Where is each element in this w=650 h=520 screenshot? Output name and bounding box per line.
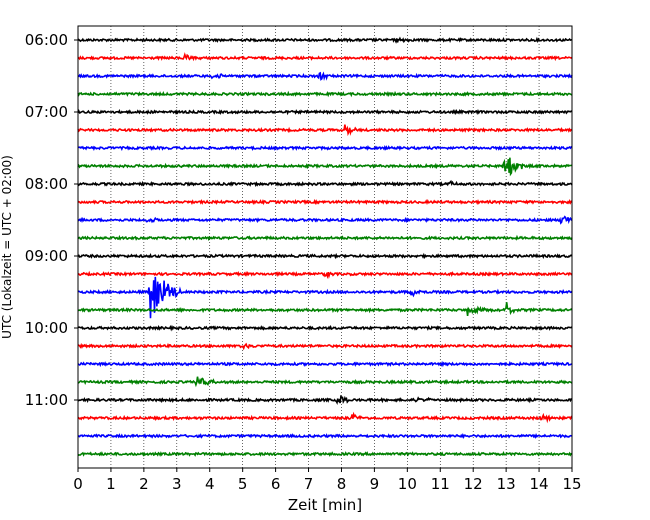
- trace-0630: [77, 71, 573, 81]
- y-tick-label: 06:00: [25, 31, 68, 49]
- trace-0945: [77, 302, 573, 317]
- trace-0815: [77, 198, 573, 206]
- x-tick-label: 8: [337, 475, 347, 493]
- y-tick-label: 09:00: [25, 247, 68, 265]
- y-axis-ticks: 06:00 07:00 08:00 09:00 10:00 11:00: [25, 31, 78, 409]
- trace-0930: [77, 276, 573, 319]
- trace-1100: [77, 394, 573, 406]
- x-tick-label: 11: [431, 475, 450, 493]
- y-tick-label: 10:00: [25, 319, 68, 337]
- trace-0745: [77, 157, 573, 177]
- trace-1115: [77, 411, 573, 424]
- x-tick-label: 7: [304, 475, 314, 493]
- trace-1015: [77, 342, 573, 351]
- x-tick-label: 0: [73, 475, 83, 493]
- x-tick-label: 3: [172, 475, 182, 493]
- trace-0615: [77, 52, 573, 62]
- trace-0700: [77, 108, 573, 116]
- trace-1030: [77, 360, 573, 368]
- trace-1045: [77, 376, 573, 388]
- plot-frame: [77, 25, 573, 469]
- y-tick-label: 08:00: [25, 175, 68, 193]
- trace-0645: [77, 90, 573, 98]
- x-tick-label: 6: [271, 475, 281, 493]
- x-tick-label: 12: [464, 475, 483, 493]
- trace-1000: [77, 324, 573, 332]
- x-tick-label: 14: [530, 475, 549, 493]
- y-tick-label: 07:00: [25, 103, 68, 121]
- y-axis-label: UTC (Lokalzeit = UTC + 02:00): [0, 155, 14, 339]
- x-tick-label: 9: [370, 475, 380, 493]
- x-tick-label: 1: [106, 475, 116, 493]
- vertical-grid: [110, 26, 540, 468]
- trace-0900: [78, 252, 573, 260]
- trace-0600: [77, 36, 573, 44]
- trace-1145: [77, 450, 573, 457]
- trace-0730: [77, 144, 573, 152]
- trace-0830: [77, 215, 573, 225]
- trace-0715: [77, 124, 573, 137]
- x-axis-ticks: 0 1 2 3 4 5 6 7 8 9 10 11 12 13 14 15: [73, 468, 582, 493]
- trace-0845: [77, 234, 573, 242]
- x-axis-label: Zeit [min]: [288, 496, 362, 514]
- x-tick-label: 5: [238, 475, 248, 493]
- trace-0915: [78, 270, 573, 280]
- trace-0800: [77, 179, 573, 188]
- x-tick-label: 2: [139, 475, 149, 493]
- trace-1130: [77, 432, 572, 440]
- x-tick-label: 10: [398, 475, 417, 493]
- x-tick-label: 13: [497, 475, 516, 493]
- x-tick-label: 4: [205, 475, 215, 493]
- x-tick-label: 15: [562, 475, 581, 493]
- seismic-traces: [77, 36, 573, 457]
- y-tick-label: 11:00: [25, 391, 68, 409]
